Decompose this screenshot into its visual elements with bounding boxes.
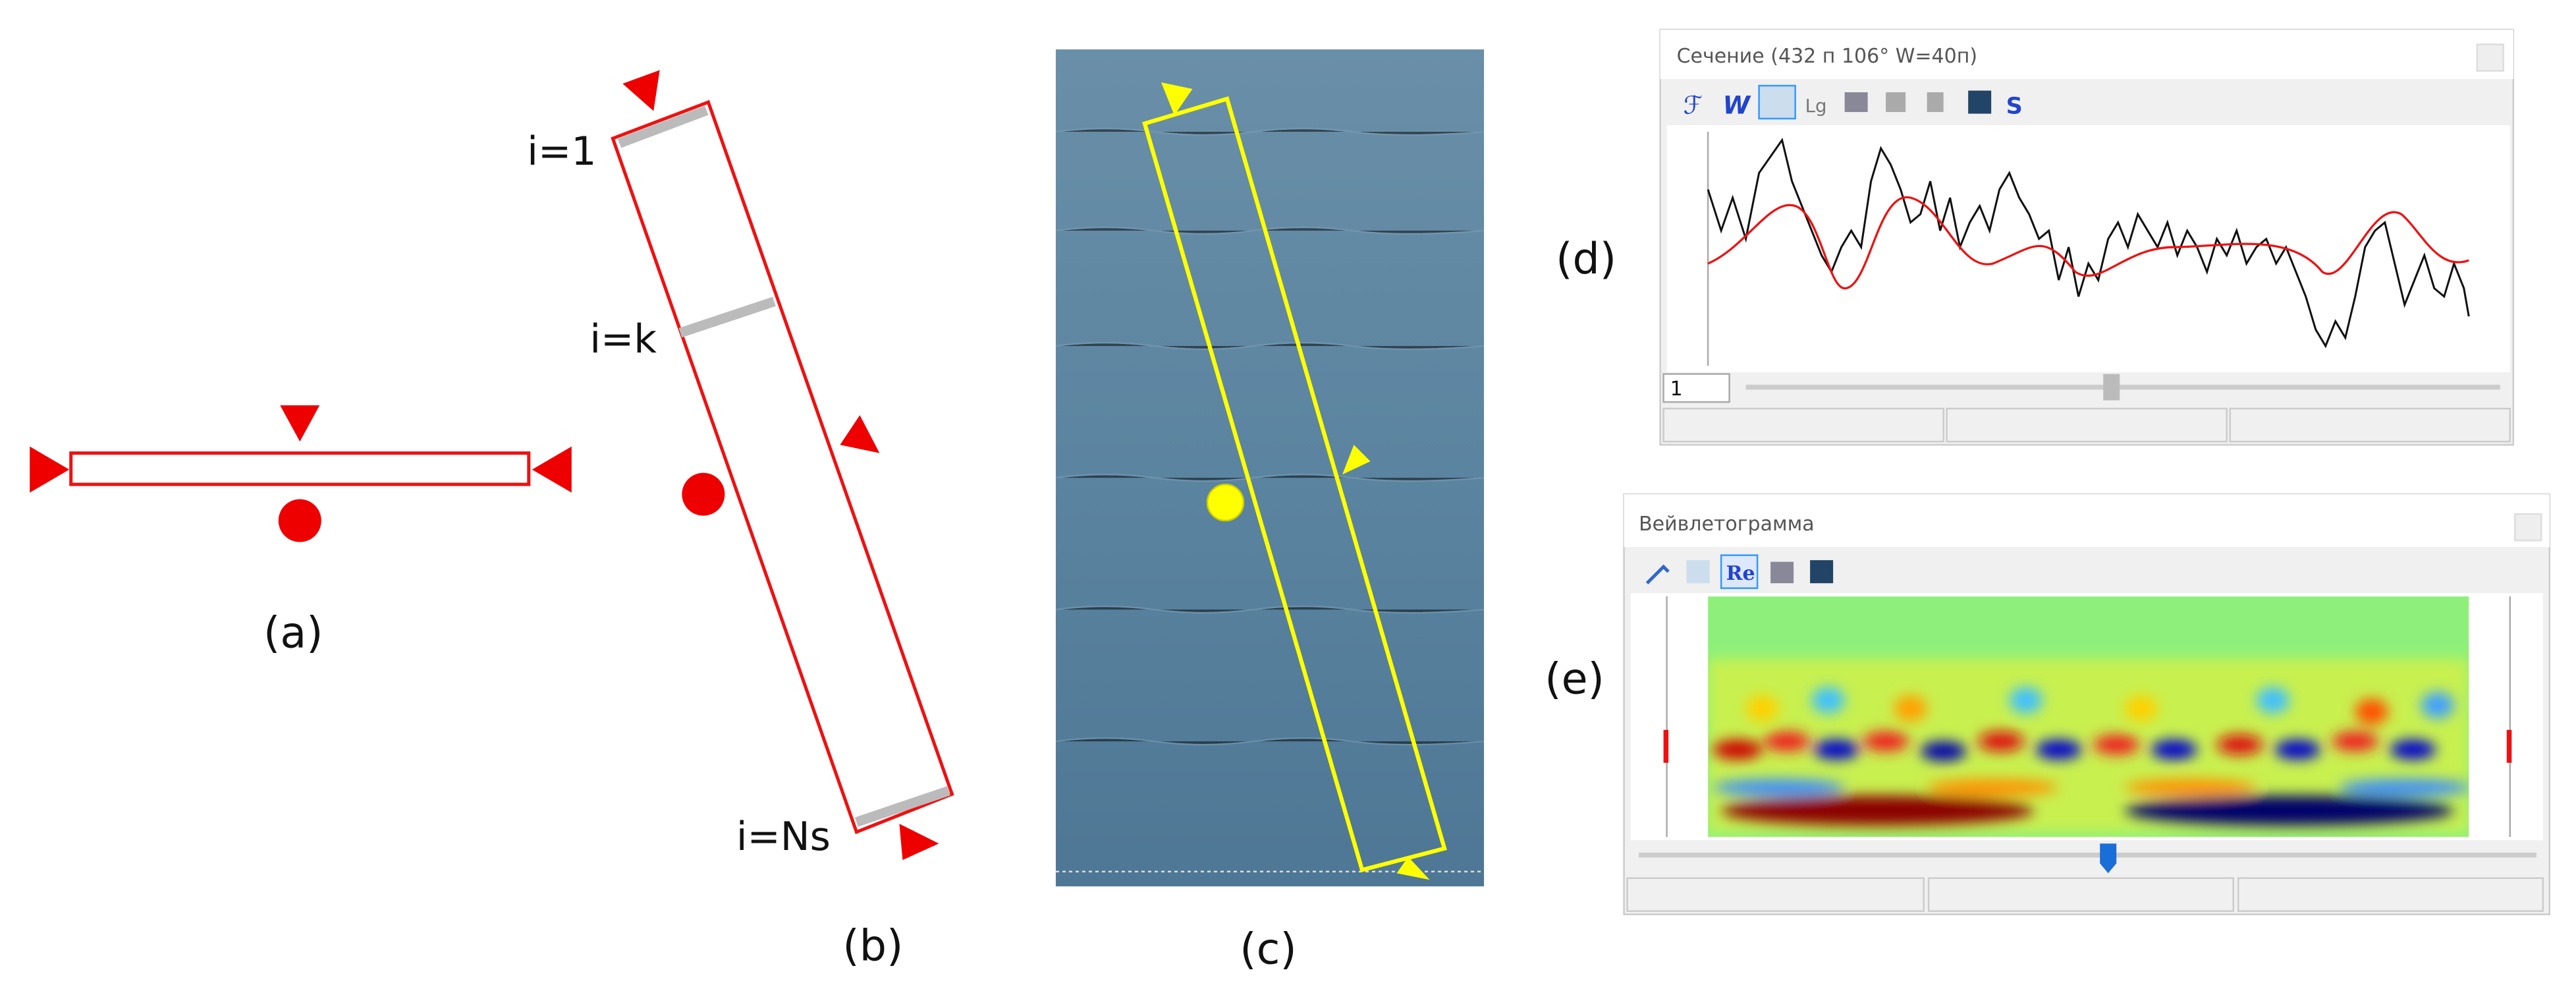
- marker: [840, 415, 880, 453]
- toolbar: ℱ W Lg S: [1684, 84, 2023, 120]
- panel-label: (c): [1240, 925, 1296, 975]
- tool-icon[interactable]: [1720, 554, 1759, 589]
- wavelet-image: [1708, 596, 2469, 837]
- strip: [611, 99, 954, 834]
- tool-icon[interactable]: [1968, 90, 1992, 114]
- toolbar: Re: [1645, 554, 1834, 589]
- center: [278, 499, 321, 542]
- annotation: i=Ns: [736, 814, 831, 860]
- tool-icon[interactable]: Lg: [1805, 96, 1827, 117]
- marker: [899, 824, 939, 861]
- marker: [1161, 82, 1193, 116]
- marker: [30, 446, 70, 493]
- slider-thumb[interactable]: [2103, 374, 2120, 401]
- center: [682, 472, 725, 516]
- tool-icon[interactable]: [1686, 560, 1710, 584]
- spinner[interactable]: [1662, 373, 1730, 403]
- window-title: Вейвлетограмма: [1639, 513, 1815, 536]
- status-bar: [1662, 407, 2511, 443]
- signal: [1707, 137, 2470, 349]
- panel-b: i=1 i=k i=Ns (b): [527, 70, 954, 971]
- section: [854, 786, 950, 827]
- panel-label: (b): [842, 922, 903, 971]
- title-bar: [1660, 30, 2513, 80]
- panel-label: (e): [1545, 655, 1604, 704]
- waves: [1055, 127, 1485, 746]
- marker: [532, 446, 572, 493]
- center: [1206, 483, 1245, 522]
- marker: [1396, 857, 1430, 880]
- tool-icon[interactable]: [1927, 92, 1944, 113]
- plot-area: [1666, 125, 2510, 373]
- tool-icon[interactable]: [1844, 92, 1868, 113]
- panel-label: (a): [263, 609, 323, 658]
- spinner-value: 1: [1670, 378, 1683, 401]
- tool-icon[interactable]: [1645, 564, 1670, 584]
- marker: [1342, 445, 1371, 475]
- close-button[interactable]: [2514, 513, 2542, 542]
- window-title: Сечение (432 п 106° W=40п): [1677, 45, 1977, 68]
- slider-thumb[interactable]: [2100, 843, 2117, 874]
- smoothed-signal: [1707, 196, 2469, 290]
- close-button[interactable]: [2476, 43, 2505, 72]
- tool-icon[interactable]: ℱ: [1684, 91, 1703, 120]
- strip: [69, 451, 531, 486]
- status-bar: [1626, 877, 2544, 912]
- panel-c: (c): [1055, 49, 1485, 975]
- marker: [280, 405, 320, 442]
- panel-d: (d) Сечение (432 п 106° W=40п) ℱ W Lg S …: [1556, 28, 2515, 446]
- title-bar: [1624, 494, 2550, 548]
- annotation: i=1: [527, 128, 596, 175]
- section: [678, 297, 776, 338]
- marker: [2506, 729, 2512, 763]
- marker: [622, 70, 660, 111]
- tool-icon[interactable]: [1758, 84, 1796, 120]
- section: [617, 105, 709, 148]
- panel-label: (d): [1556, 235, 1616, 284]
- tool-icon[interactable]: W: [1723, 91, 1751, 120]
- tool-icon[interactable]: [1810, 560, 1834, 584]
- tool-icon[interactable]: [1886, 92, 1906, 113]
- panel-a: (a): [30, 405, 572, 658]
- strip: [1142, 96, 1447, 873]
- tool-icon[interactable]: [1770, 561, 1794, 584]
- panel-e: (e) Вейвлетограмма Re: [1545, 493, 2551, 915]
- marker: [1663, 729, 1669, 763]
- tool-icon[interactable]: S: [2006, 94, 2023, 120]
- tool-icon[interactable]: Re: [1726, 562, 1755, 585]
- annotation: i=k: [589, 316, 657, 362]
- sea-photo: [1055, 49, 1485, 887]
